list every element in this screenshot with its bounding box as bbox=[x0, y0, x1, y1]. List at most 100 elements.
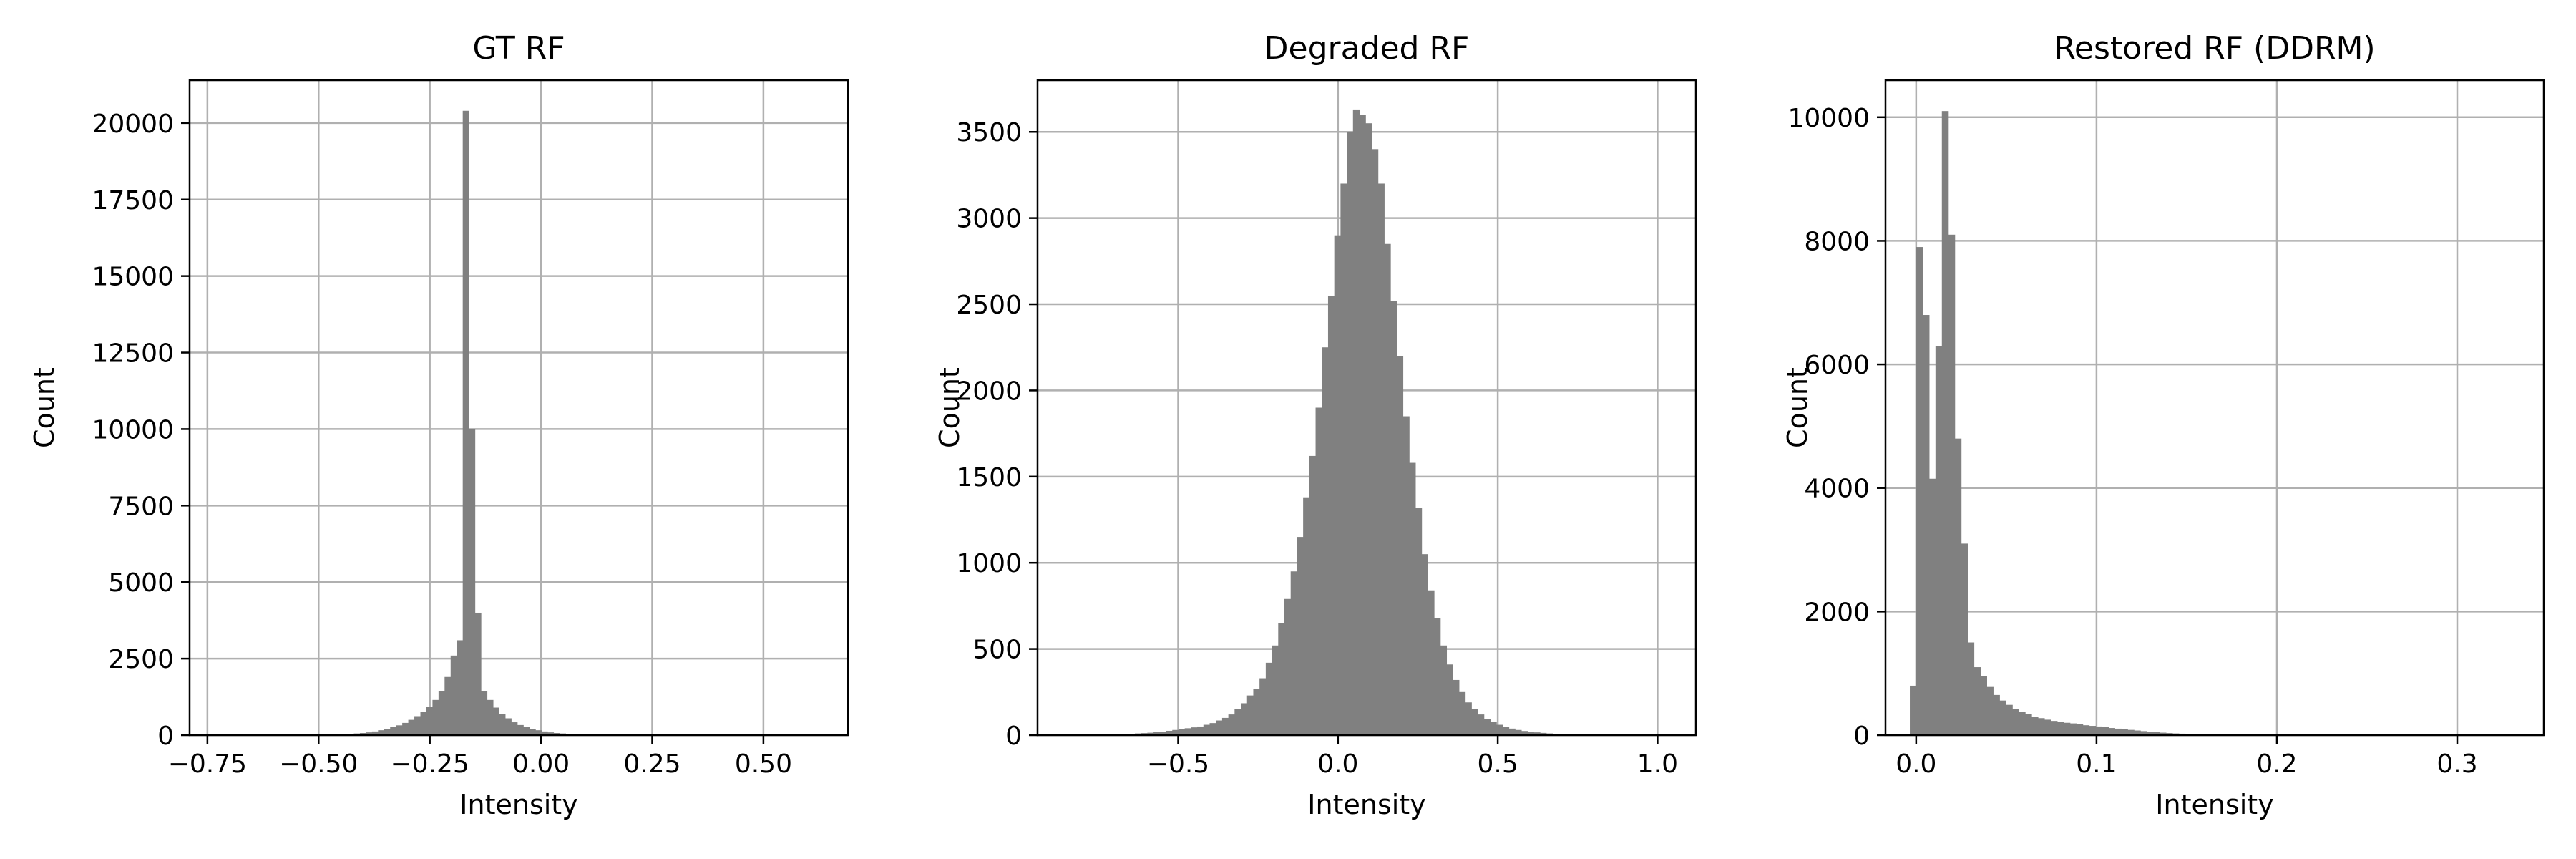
y-tick-label: 2500 bbox=[108, 645, 174, 674]
y-tick-label: 7500 bbox=[108, 492, 174, 521]
y-tick-label: 500 bbox=[972, 636, 1022, 665]
histogram-bar bbox=[1241, 703, 1248, 735]
histogram-bar bbox=[402, 722, 409, 735]
histogram-bar bbox=[1521, 731, 1528, 735]
histogram-bar bbox=[378, 730, 385, 735]
histogram-bar bbox=[384, 729, 391, 735]
histogram-bar bbox=[1446, 664, 1453, 735]
histogram-bar bbox=[1502, 727, 1510, 735]
histogram-bar bbox=[1961, 543, 1968, 735]
histogram-bar bbox=[1153, 732, 1161, 735]
x-tick-label: 1.0 bbox=[1637, 749, 1678, 779]
histogram-bar bbox=[1465, 702, 1472, 735]
histogram-bar bbox=[1159, 732, 1167, 735]
histogram-bar bbox=[2031, 717, 2039, 735]
histogram-bar bbox=[1928, 478, 1936, 735]
histogram-bar bbox=[469, 429, 476, 735]
histogram-bar bbox=[1421, 554, 1428, 735]
histogram-bar bbox=[390, 727, 397, 735]
histogram-bar bbox=[1922, 315, 1930, 735]
y-axis-label: Count bbox=[934, 367, 965, 448]
y-tick-label: 2000 bbox=[1804, 598, 1870, 627]
histogram-bar bbox=[1967, 642, 1975, 735]
axes-frame bbox=[1884, 79, 2545, 737]
histogram-bar bbox=[1440, 645, 1448, 735]
x-axis-label: Intensity bbox=[1307, 789, 1425, 820]
histogram-bar bbox=[517, 724, 524, 735]
histogram-bar bbox=[1278, 623, 1285, 735]
y-tick-label: 20000 bbox=[92, 110, 174, 139]
y-axis-label: Count bbox=[29, 367, 60, 448]
histogram-gt-rf: GT RF Intensity Count −0.75 −0.50 −0.25 0.0… bbox=[29, 30, 849, 820]
histogram-bar bbox=[2153, 732, 2160, 735]
y-tick-label: 2500 bbox=[956, 291, 1022, 320]
histogram-bar bbox=[1265, 662, 1273, 735]
histogram-bar bbox=[1340, 183, 1347, 735]
y-tick-label: 0 bbox=[157, 722, 174, 751]
histogram-bar bbox=[2114, 728, 2122, 735]
y-tick-label: 15000 bbox=[92, 263, 174, 292]
histogram-bar bbox=[1365, 123, 1372, 735]
x-axis-label: Intensity bbox=[459, 789, 577, 820]
panel-title: Restored RF (DDRM) bbox=[2054, 30, 2375, 67]
histogram-bar bbox=[414, 716, 421, 735]
histogram-bar bbox=[1347, 132, 1354, 736]
histogram-bar bbox=[1246, 695, 1254, 735]
x-tick-label: −0.25 bbox=[391, 749, 469, 779]
histogram-bar bbox=[1993, 694, 2000, 735]
histogram-bar bbox=[2159, 732, 2167, 735]
histogram-bar bbox=[2025, 714, 2032, 735]
histogram-bar bbox=[450, 655, 457, 735]
x-tick-label: 0.2 bbox=[2256, 749, 2297, 779]
histogram-bar bbox=[529, 729, 536, 735]
histogram-bar bbox=[1496, 724, 1503, 735]
histogram-bar bbox=[1434, 618, 1441, 735]
histogram-bar bbox=[1327, 295, 1335, 736]
histogram-bar bbox=[511, 722, 518, 735]
y-tick-label: 5000 bbox=[108, 568, 174, 598]
histogram-bar bbox=[1371, 149, 1379, 735]
y-tick-label: 12500 bbox=[92, 339, 174, 369]
histogram-bar bbox=[2121, 729, 2128, 735]
histogram-bar bbox=[1172, 729, 1179, 735]
histogram-bar bbox=[541, 731, 548, 735]
histogram-bar bbox=[504, 718, 512, 735]
histogram-bar bbox=[2134, 730, 2141, 735]
histogram-bar bbox=[535, 730, 542, 735]
histogram-bar bbox=[438, 691, 445, 735]
histogram-bar bbox=[2089, 726, 2097, 735]
histogram-bar bbox=[1359, 115, 1366, 735]
histogram-bar bbox=[2165, 733, 2173, 735]
histogram-bar bbox=[1396, 356, 1404, 735]
histogram-bar bbox=[1234, 709, 1241, 735]
axes-frame bbox=[1036, 79, 1697, 737]
histogram-bar bbox=[547, 732, 555, 735]
bars bbox=[220, 110, 706, 735]
y-tick-label: 0 bbox=[1853, 722, 1870, 751]
bars bbox=[1910, 111, 2532, 735]
histogram-bar bbox=[1533, 732, 1541, 735]
histogram-bar bbox=[1309, 455, 1317, 735]
histogram-bar bbox=[1290, 571, 1298, 735]
histogram-bar bbox=[2019, 712, 2026, 735]
histogram-bar bbox=[1935, 346, 1943, 735]
histogram-bar bbox=[408, 719, 415, 735]
histogram-bar bbox=[1191, 727, 1198, 735]
histogram-bar bbox=[1415, 508, 1423, 735]
x-tick-label: 0.5 bbox=[1477, 749, 1518, 779]
histogram-bar bbox=[1477, 714, 1485, 735]
histogram-bar bbox=[2082, 725, 2090, 735]
histogram-bar bbox=[1941, 111, 1949, 735]
x-tick-label: −0.5 bbox=[1147, 749, 1209, 779]
y-tick-label: 3500 bbox=[956, 118, 1022, 147]
histogram-bar bbox=[1390, 301, 1397, 735]
y-tick-label: 8000 bbox=[1804, 227, 1870, 256]
y-tick-label: 2000 bbox=[956, 377, 1022, 406]
histogram-bar bbox=[2140, 731, 2147, 735]
histogram-bar bbox=[1216, 720, 1223, 735]
histogram-bar bbox=[2102, 727, 2109, 735]
histogram-bar bbox=[2057, 722, 2064, 735]
histogram-bar bbox=[1141, 733, 1148, 735]
histogram-bar bbox=[1948, 234, 1956, 735]
